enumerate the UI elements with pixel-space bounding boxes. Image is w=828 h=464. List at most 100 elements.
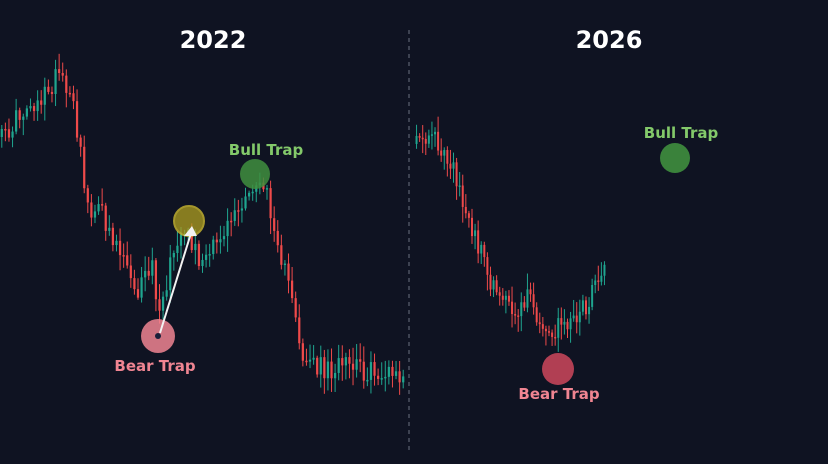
p2026-candle xyxy=(437,116,440,156)
p2022-candle xyxy=(169,244,172,303)
p2026-candle xyxy=(511,286,514,328)
candle-body xyxy=(461,185,464,207)
p2026-candle xyxy=(486,252,489,291)
p2026-candle xyxy=(461,174,464,223)
p2022-candle xyxy=(369,351,373,394)
p2026-candle xyxy=(443,147,446,170)
candle-body xyxy=(43,86,46,105)
candle-body xyxy=(83,146,86,189)
bull-trap-marker-2026 xyxy=(660,143,690,173)
candle-body xyxy=(104,205,107,231)
p2022-candle xyxy=(118,228,122,271)
candle-body xyxy=(7,129,11,138)
candle-body xyxy=(54,69,57,94)
candle-body xyxy=(22,116,25,120)
p2022-candle xyxy=(40,90,43,114)
candle-body xyxy=(287,263,290,281)
candle-body xyxy=(90,202,93,218)
candle-body xyxy=(151,260,154,276)
candle-body xyxy=(344,357,347,366)
candle-body xyxy=(566,321,569,330)
candle-body xyxy=(101,204,104,206)
candle-body xyxy=(323,357,326,379)
candle-body xyxy=(362,361,365,381)
candle-body xyxy=(215,239,218,243)
candle-body xyxy=(280,245,283,265)
p2026-candle xyxy=(541,317,544,337)
p2026-candle xyxy=(458,171,461,197)
candle-body xyxy=(58,69,61,74)
candle-body xyxy=(507,295,510,302)
p2026-candle xyxy=(575,302,578,334)
p2022-candle xyxy=(36,90,39,121)
candle-body xyxy=(594,280,597,286)
candle-body xyxy=(273,218,276,231)
p2022-candle xyxy=(326,349,330,391)
candle-body xyxy=(118,240,122,256)
candle-body xyxy=(172,252,175,258)
p2022-candle xyxy=(47,79,50,95)
candle-body xyxy=(47,86,50,92)
candle-body xyxy=(455,162,458,187)
p2026-candle xyxy=(495,275,498,296)
candle-body xyxy=(511,301,514,315)
p2022-candle xyxy=(61,62,64,82)
p2022-candle xyxy=(305,348,308,366)
candle-body xyxy=(437,131,440,151)
candle-body xyxy=(517,315,520,317)
candle-body xyxy=(276,230,279,246)
bear-trap-marker-2026 xyxy=(542,353,574,385)
p2022-candle xyxy=(115,234,118,252)
candle-body xyxy=(541,324,544,329)
p2022-candle xyxy=(151,247,154,285)
p2022-candle xyxy=(197,240,201,270)
candle-body xyxy=(538,322,541,325)
candle-body xyxy=(301,343,304,361)
p2026-candle xyxy=(446,146,449,177)
p2022-candle xyxy=(18,107,21,129)
candle-body xyxy=(391,366,394,376)
candle-body xyxy=(65,75,68,93)
p2022-candle xyxy=(265,184,269,200)
candle-body xyxy=(179,234,183,246)
p2026-candle xyxy=(492,276,495,298)
candle-body xyxy=(158,299,161,311)
candle-body xyxy=(501,295,504,300)
candle-body xyxy=(557,318,560,338)
candle-body xyxy=(597,280,600,282)
p2022-candle xyxy=(161,291,165,320)
p2026-candle xyxy=(520,292,523,332)
p2026-candle xyxy=(551,329,554,346)
candle-body xyxy=(122,255,125,257)
candle-body xyxy=(526,289,529,308)
candle-body xyxy=(554,336,557,339)
candle-body xyxy=(316,357,319,375)
arrow-head xyxy=(184,226,197,236)
candle-body xyxy=(133,278,136,290)
candle-body xyxy=(79,137,82,147)
candle-body xyxy=(32,106,36,112)
p2022-candle xyxy=(72,85,75,110)
candle-body xyxy=(219,239,222,243)
candle-body xyxy=(443,150,446,156)
candle-body xyxy=(480,244,483,254)
p2022-candle xyxy=(294,291,297,322)
candle-body xyxy=(337,358,340,373)
candle-body xyxy=(377,375,380,379)
candle-body xyxy=(514,314,517,316)
candle-body xyxy=(244,196,247,209)
candle-body xyxy=(169,257,172,291)
p2022-candle xyxy=(79,134,82,157)
candle-body xyxy=(126,255,129,266)
candle-body xyxy=(483,244,486,258)
trap-markers xyxy=(141,143,690,385)
p2022-candle xyxy=(7,118,11,142)
candle-body xyxy=(369,362,373,380)
candle-body xyxy=(212,239,215,255)
candle-body xyxy=(373,362,376,376)
p2022-candle xyxy=(287,253,290,294)
p2022-candle xyxy=(136,278,140,300)
candles-2022 xyxy=(0,53,405,395)
